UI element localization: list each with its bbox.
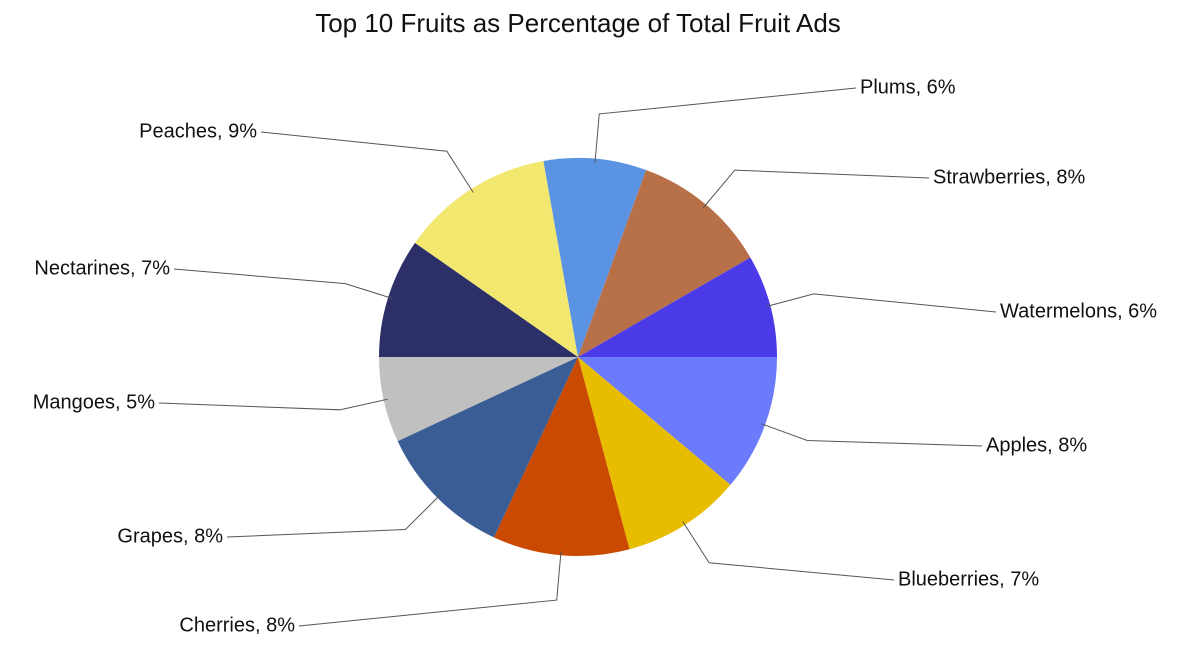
- pie-slice: Mangoes: [379, 357, 578, 442]
- data-label: Cherries, 8%: [179, 614, 295, 636]
- data-label: Blueberries, 7%: [898, 568, 1039, 590]
- leader-line: [594, 87, 857, 163]
- pie-slice: Apples: [578, 357, 777, 485]
- pie-slice: Strawberries: [578, 170, 751, 357]
- leader-line: [173, 268, 393, 299]
- data-label: Mangoes, 5%: [33, 391, 156, 413]
- leader-line: [702, 169, 930, 208]
- leader-line: [761, 423, 983, 447]
- leader-line: [158, 398, 388, 411]
- pie-slice: Peaches: [414, 161, 578, 357]
- data-label: Watermelons, 6%: [1000, 300, 1157, 322]
- leader-line: [766, 293, 997, 313]
- pie-slice: Grapes: [397, 357, 578, 538]
- leader-line: [226, 494, 441, 538]
- data-label: Nectarines, 7%: [34, 257, 170, 279]
- leader-line: [682, 521, 895, 581]
- data-label: Apples, 8%: [986, 434, 1087, 456]
- pie-slice: Watermelons: [578, 257, 777, 357]
- pie-slice: Plums: [543, 158, 647, 357]
- data-label: Plums, 6%: [860, 76, 956, 98]
- pie-slice: Nectarines: [379, 242, 578, 357]
- data-label: Peaches, 9%: [139, 120, 257, 142]
- data-label: Grapes, 8%: [117, 525, 223, 547]
- pie-slice: Cherries: [493, 357, 630, 556]
- leader-line: [298, 551, 562, 627]
- chart-title: Top 10 Fruits as Percentage of Total Fru…: [315, 8, 841, 38]
- pie-slice: Blueberries: [578, 357, 731, 550]
- leader-line: [260, 131, 474, 193]
- data-label: Strawberries, 8%: [933, 166, 1085, 188]
